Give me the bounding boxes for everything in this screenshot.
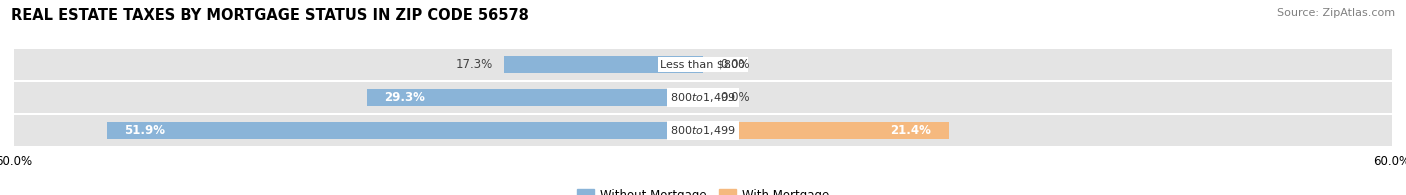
Text: REAL ESTATE TAXES BY MORTGAGE STATUS IN ZIP CODE 56578: REAL ESTATE TAXES BY MORTGAGE STATUS IN … [11, 8, 529, 23]
Bar [367, 89, 703, 106]
Text: 21.4%: 21.4% [890, 124, 932, 137]
Text: 0.0%: 0.0% [720, 58, 749, 71]
Text: 29.3%: 29.3% [384, 91, 425, 104]
Bar [107, 122, 703, 139]
Text: Less than $800: Less than $800 [661, 59, 745, 69]
Legend: Without Mortgage, With Mortgage: Without Mortgage, With Mortgage [572, 184, 834, 195]
Text: Source: ZipAtlas.com: Source: ZipAtlas.com [1277, 8, 1395, 18]
Text: $800 to $1,499: $800 to $1,499 [671, 91, 735, 104]
Text: $800 to $1,499: $800 to $1,499 [671, 124, 735, 137]
Bar [14, 49, 1392, 80]
Bar [505, 56, 703, 73]
Bar [703, 122, 949, 139]
Text: 51.9%: 51.9% [124, 124, 166, 137]
Text: 17.3%: 17.3% [456, 58, 494, 71]
Bar [14, 82, 1392, 113]
Text: 0.0%: 0.0% [720, 91, 749, 104]
Bar [14, 115, 1392, 146]
